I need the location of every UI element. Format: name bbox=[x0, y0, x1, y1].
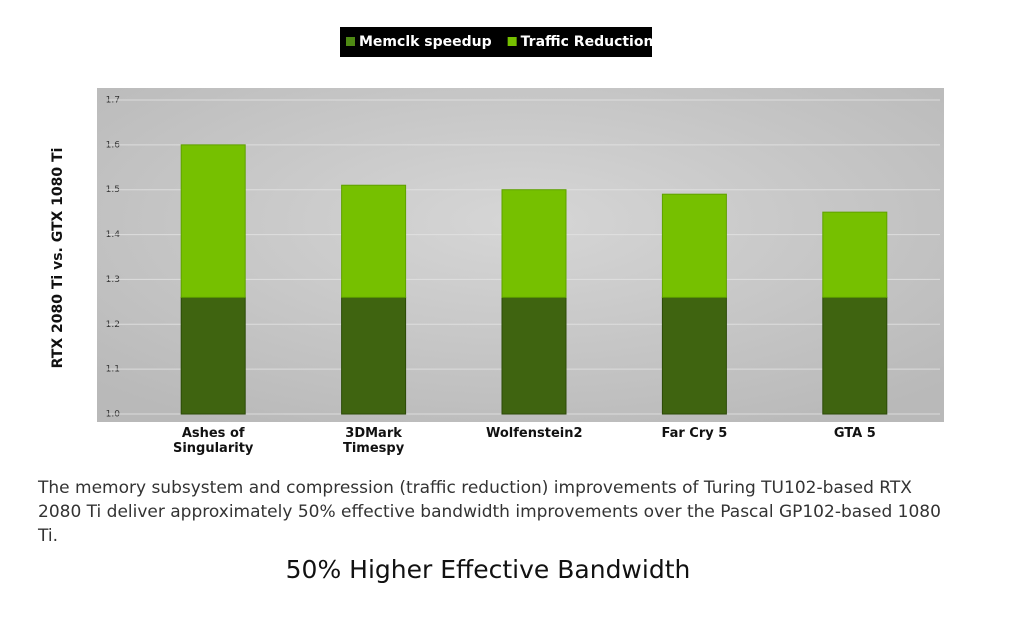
bar-segment bbox=[661, 193, 727, 298]
bar-segment bbox=[180, 296, 246, 415]
bar-segment bbox=[180, 144, 246, 298]
bar-segment bbox=[822, 211, 888, 298]
x-tick-label: Ashes of Singularity bbox=[172, 426, 254, 456]
legend-box bbox=[340, 27, 652, 57]
x-tick-label: GTA 5 bbox=[833, 426, 876, 441]
legend-swatch bbox=[507, 37, 517, 46]
bar-segment bbox=[501, 189, 567, 298]
x-tick-label: Wolfenstein2 bbox=[486, 426, 583, 441]
bar-segment bbox=[661, 296, 727, 415]
description: The memory subsystem and compression (tr… bbox=[38, 478, 941, 546]
bar-segment bbox=[501, 296, 567, 415]
x-tick-label: 3DMark Timespy bbox=[342, 426, 405, 456]
legend-swatch bbox=[346, 37, 355, 46]
headline: 50% Higher Effective Bandwidth bbox=[285, 555, 691, 584]
bar-segment bbox=[822, 296, 888, 415]
bar-segment bbox=[341, 296, 407, 415]
x-tick-label: Far Cry 5 bbox=[661, 426, 728, 441]
legend-label: Traffic Reduction bbox=[521, 34, 654, 50]
bar-segment bbox=[341, 184, 407, 298]
legend-label: Memclk speedup bbox=[359, 34, 492, 50]
y-axis-label: RTX 2080 Ti vs. GTX 1080 Ti bbox=[50, 148, 66, 369]
